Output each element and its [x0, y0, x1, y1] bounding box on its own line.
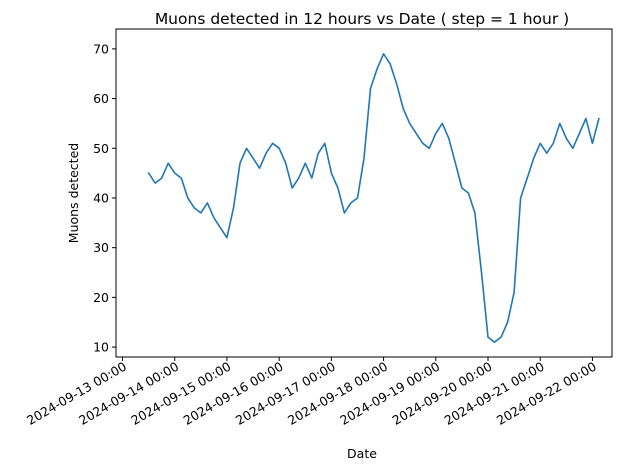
x-axis-label: Date — [347, 446, 377, 461]
y-tick-label: 70 — [93, 41, 109, 56]
y-tick-label: 40 — [93, 190, 109, 205]
y-tick-label: 60 — [93, 91, 109, 106]
series-line — [147, 53, 600, 343]
plot-frame — [115, 28, 613, 358]
y-axis-label: Muons detected — [66, 143, 81, 243]
y-tick-label: 50 — [93, 141, 109, 156]
y-tick-label: 20 — [93, 290, 109, 305]
plot-area — [147, 53, 600, 343]
y-axis: 10 20 30 40 50 60 70 — [93, 41, 116, 355]
y-tick-label: 10 — [93, 340, 109, 355]
chart-title: Muons detected in 12 hours vs Date ( ste… — [155, 10, 569, 28]
y-tick-label: 30 — [93, 240, 109, 255]
x-tick-label: 2024-09-22 00:00 — [494, 359, 599, 428]
